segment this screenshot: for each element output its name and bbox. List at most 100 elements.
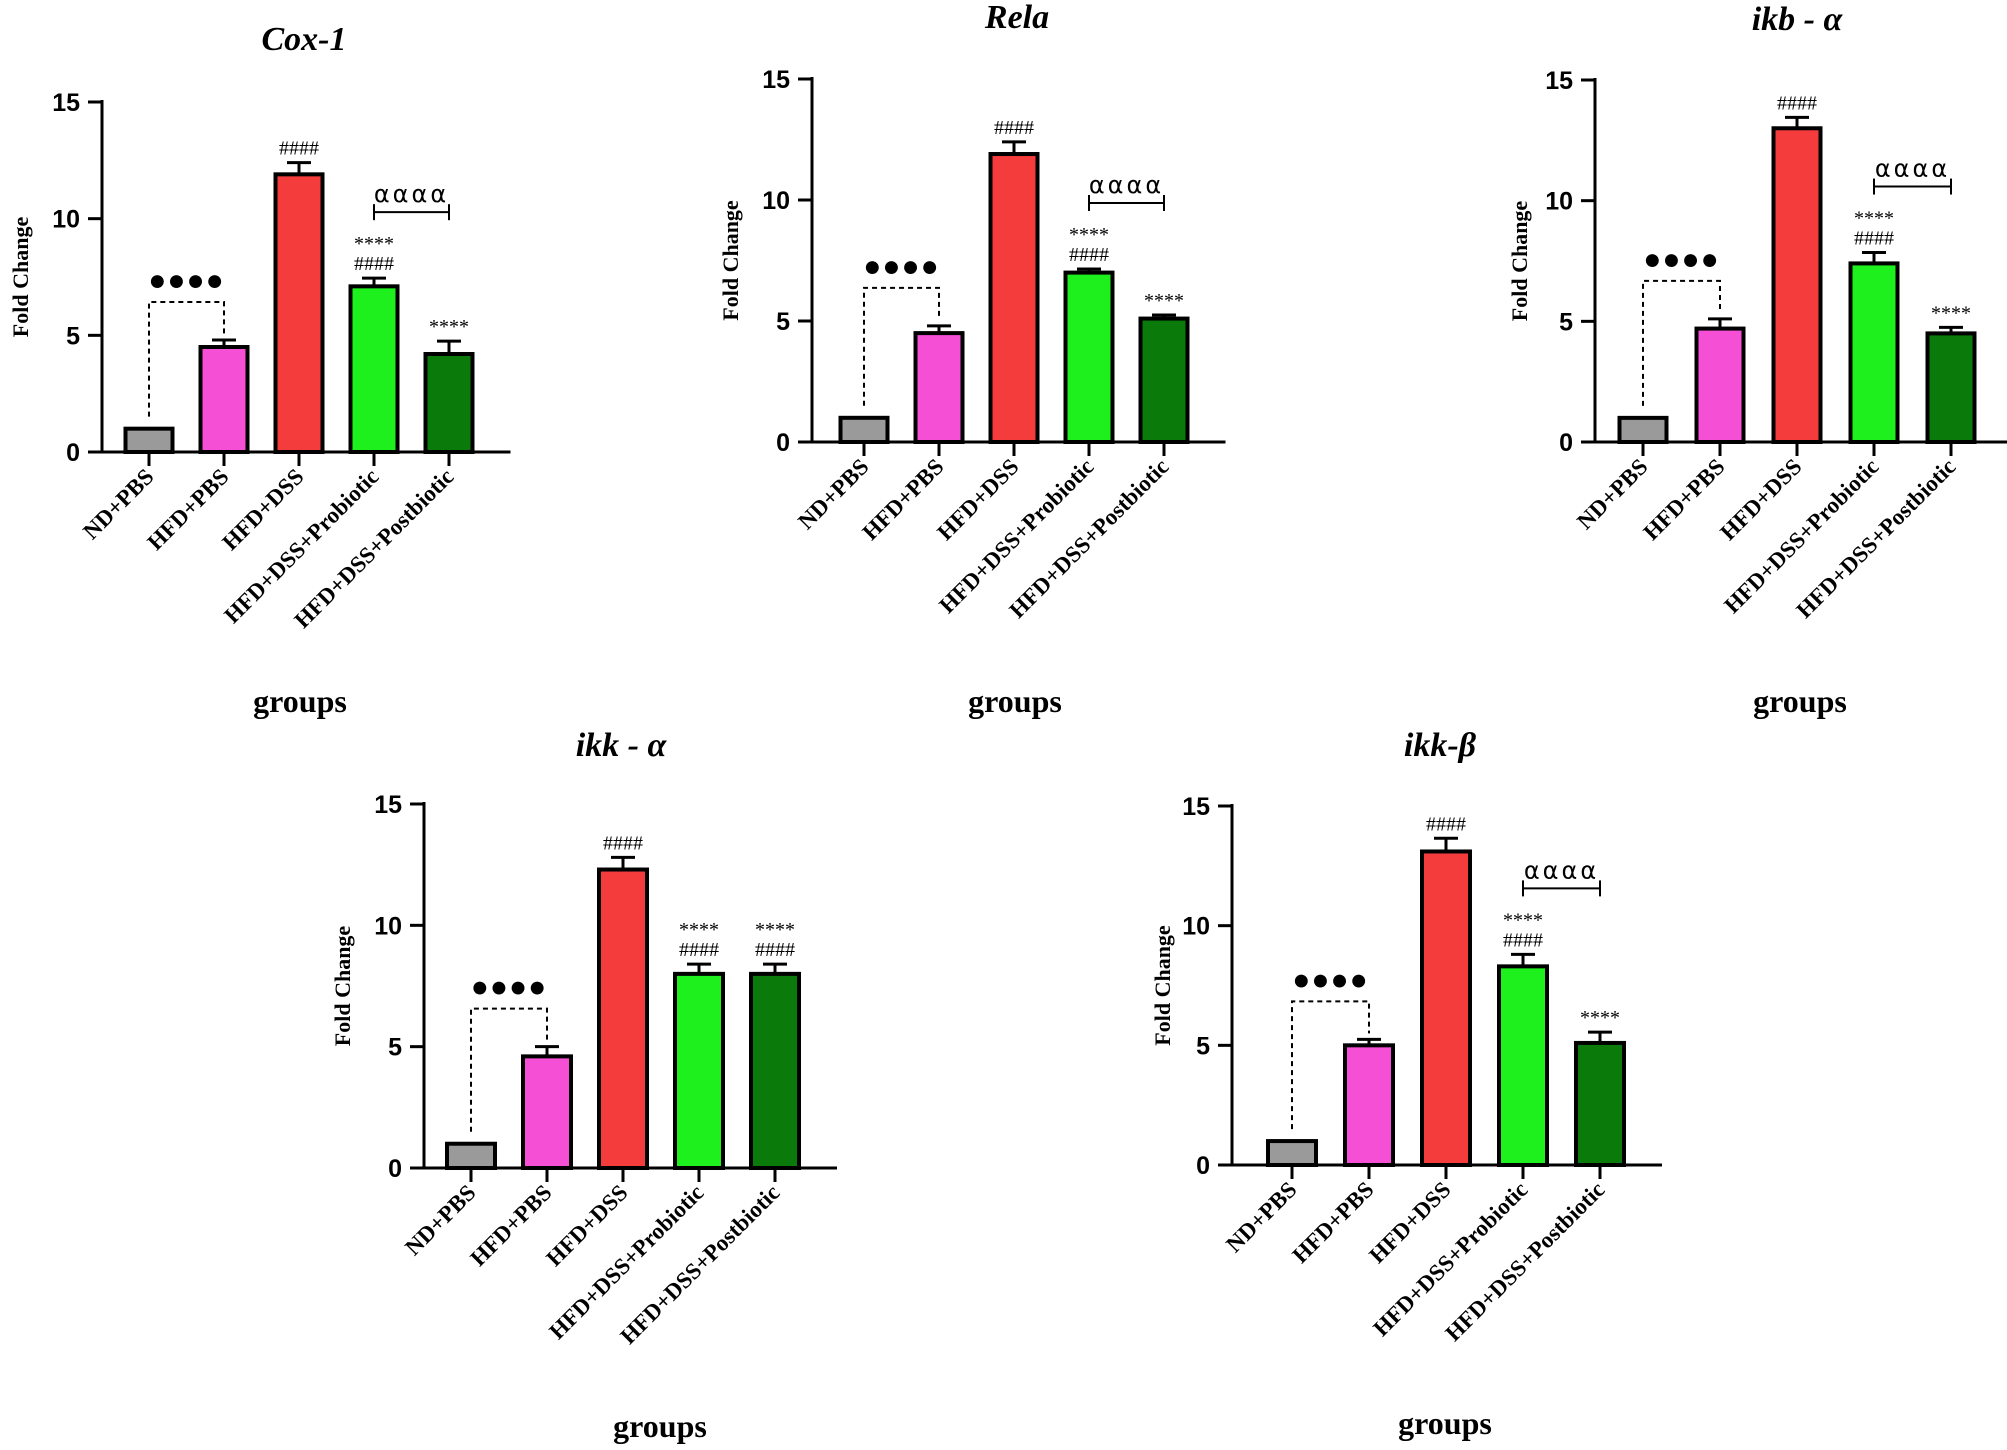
bar-hfd-dss — [1420, 849, 1472, 1167]
y-tick-label: 5 — [1559, 308, 1573, 336]
bar-hfd-dss-postbiotic — [1138, 316, 1190, 444]
bar-hfd-pbs — [521, 1054, 573, 1170]
bar-nd-pbs — [838, 415, 890, 444]
y-tick-label: 0 — [1559, 429, 1573, 457]
bracket-dots-label: ●●●● — [1643, 243, 1719, 276]
bracket-dotted — [863, 286, 940, 406]
bar-hfd-dss-probiotic — [1848, 261, 1900, 444]
bar-hfd-pbs — [1343, 1043, 1395, 1168]
bar-hfd-dss-postbiotic — [1574, 1040, 1626, 1167]
significance-marker: #### — [755, 939, 795, 961]
chart-title: ikk-β — [1404, 727, 1477, 764]
y-tick-label: 10 — [52, 206, 80, 234]
chart-title: ikb - α — [1752, 1, 1844, 38]
bar-hfd-dss-postbiotic — [749, 971, 801, 1170]
category-label: ND+PBS — [400, 1180, 480, 1260]
y-tick-label: 10 — [762, 187, 790, 215]
x-axis-label: groups — [1753, 683, 1847, 719]
category-label: ND+PBS — [1572, 454, 1652, 534]
category-label: ND+PBS — [1221, 1177, 1301, 1257]
bar-hfd-pbs — [1694, 326, 1746, 444]
bracket-dots-label: ●●●● — [1292, 963, 1368, 996]
bracket-dotted — [148, 301, 225, 417]
y-tick-label: 0 — [388, 1155, 402, 1183]
significance-marker: #### — [1069, 244, 1109, 266]
bar-hfd-pbs — [913, 331, 965, 445]
bar-hfd-dss-probiotic — [348, 284, 400, 455]
category-label: HFD+DSS+Postbiotic — [1791, 454, 1960, 623]
category-label: HFD+PBS — [465, 1180, 556, 1271]
y-tick-label: 15 — [1545, 67, 1573, 95]
bar-hfd-dss — [988, 152, 1040, 445]
y-tick-label: 0 — [1196, 1152, 1210, 1180]
significance-marker: #### — [1777, 92, 1817, 114]
significance-marker: **** — [1144, 290, 1184, 312]
bracket-dots-label: ●●●● — [863, 250, 939, 283]
bar-nd-pbs — [123, 426, 175, 454]
bracket-dots-label: ●●●● — [148, 264, 224, 297]
bar-nd-pbs — [445, 1141, 497, 1170]
x-axis-label: groups — [253, 683, 347, 719]
y-axis-label: Fold Change — [718, 200, 743, 321]
significance-marker: **** — [755, 919, 795, 941]
bracket-alpha-label: αααα — [1875, 155, 1950, 183]
significance-marker: **** — [1503, 909, 1543, 931]
x-axis-label: groups — [613, 1408, 707, 1444]
significance-marker: **** — [679, 919, 719, 941]
bracket-alpha-label: αααα — [1524, 856, 1599, 884]
bar-hfd-dss-postbiotic — [423, 352, 475, 454]
category-label: HFD+PBS — [1287, 1177, 1378, 1268]
y-tick-label: 10 — [1545, 188, 1573, 216]
bar-hfd-dss-probiotic — [673, 971, 725, 1170]
y-tick-label: 15 — [374, 791, 402, 819]
y-axis-label: Fold Change — [1150, 925, 1175, 1046]
y-axis-label: Fold Change — [1507, 201, 1532, 322]
significance-marker: #### — [603, 832, 643, 854]
category-label: HFD+DSS+Postbiotic — [1440, 1177, 1609, 1346]
bar-hfd-dss — [273, 172, 325, 454]
category-label: HFD+DSS+Probiotic — [1719, 454, 1883, 618]
bracket-dotted — [1642, 279, 1721, 406]
bracket-dotted — [1291, 1000, 1370, 1130]
category-label: HFD+DSS+Probiotic — [1368, 1177, 1532, 1341]
bar-hfd-dss-probiotic — [1063, 270, 1115, 444]
chart-title: ikk - α — [576, 727, 668, 764]
y-tick-label: 0 — [66, 439, 80, 467]
bar-hfd-dss-postbiotic — [1925, 331, 1977, 444]
significance-marker: #### — [1503, 929, 1543, 951]
y-tick-label: 10 — [1182, 913, 1210, 941]
significance-marker: **** — [354, 233, 394, 255]
y-tick-label: 15 — [762, 66, 790, 94]
bar-nd-pbs — [1266, 1139, 1318, 1167]
y-tick-label: 0 — [776, 429, 790, 457]
significance-marker: #### — [1854, 228, 1894, 250]
y-tick-label: 15 — [52, 89, 80, 117]
significance-marker: **** — [1854, 208, 1894, 230]
x-axis-label: groups — [1398, 1405, 1492, 1441]
bar-hfd-dss — [597, 867, 649, 1171]
category-label: HFD+PBS — [142, 464, 233, 555]
significance-marker: #### — [994, 117, 1034, 139]
bracket-dots-label: ●●●● — [471, 971, 547, 1004]
bar-hfd-pbs — [198, 345, 250, 454]
y-axis-label: Fold Change — [8, 217, 33, 338]
y-axis-label: Fold Change — [330, 926, 355, 1047]
significance-marker: **** — [1580, 1007, 1620, 1029]
y-tick-label: 5 — [66, 322, 80, 350]
significance-marker: #### — [354, 253, 394, 275]
y-tick-label: 15 — [1182, 793, 1210, 821]
y-tick-label: 5 — [776, 308, 790, 336]
significance-marker: #### — [1426, 813, 1466, 835]
chart-title: Rela — [984, 0, 1049, 36]
significance-marker: **** — [1069, 224, 1109, 246]
significance-marker: **** — [429, 316, 469, 338]
y-tick-label: 5 — [1196, 1032, 1210, 1060]
bar-nd-pbs — [1617, 415, 1669, 445]
bracket-alpha-label: αααα — [1089, 171, 1164, 199]
